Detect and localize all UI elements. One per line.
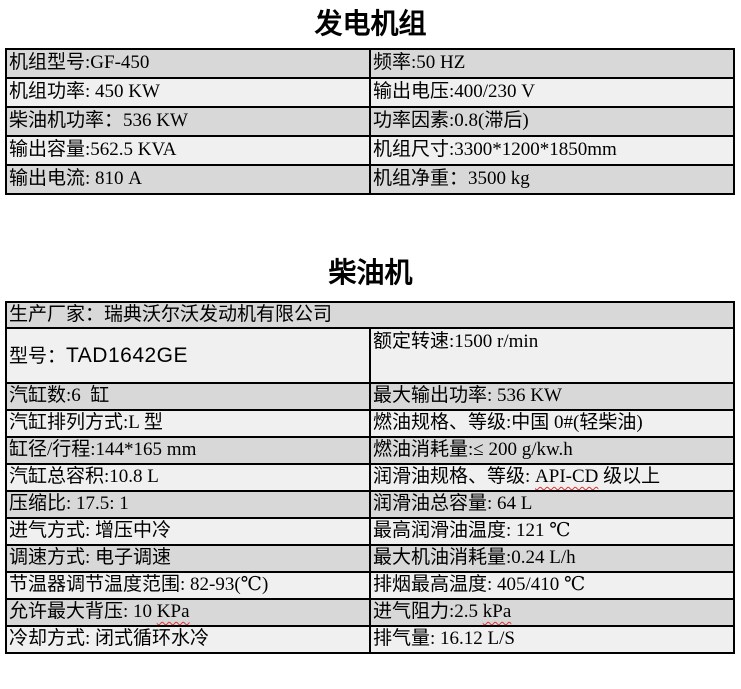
- spec-cell-left: 允许最大背压: 10 KPa: [5, 598, 371, 627]
- spec-row: 冷却方式: 闭式循环水冷 排气量: 16.12 L/S: [5, 625, 735, 654]
- spec-cell-right: 最大机油消耗量:0.24 L/h: [369, 544, 735, 573]
- spec-row: 汽缸总容积:10.8 L 润滑油规格、等级: API-CD 级以上: [5, 463, 735, 492]
- rated-speed-cell: 额定转速:1500 r/min: [369, 327, 735, 384]
- spec-cell-right: 进气阻力:2.5 kPa: [369, 598, 735, 627]
- generator-section-title: 发电机组: [314, 9, 427, 40]
- spec-row: 机组功率: 450 KW 输出电压:400/230 V: [5, 77, 735, 108]
- manufacturer-cell: 生产厂家：瑞典沃尔沃发动机有限公司: [5, 301, 735, 329]
- spec-cell-right: 润滑油规格、等级: API-CD 级以上: [369, 463, 735, 492]
- spec-row: 进气方式: 增压中冷 最高润滑油温度: 121 ℃: [5, 517, 735, 546]
- spec-text: 润滑油规格、等级:: [373, 466, 536, 488]
- spec-row: 柴油机功率：536 KW 功率因素:0.8(滞后): [5, 106, 735, 137]
- spec-cell-right: 燃油规格、等级:中国 0#(轻柴油): [369, 409, 735, 438]
- spec-row: 允许最大背压: 10 KPa 进气阻力:2.5 kPa: [5, 598, 735, 627]
- spec-row: 汽缸排列方式:L 型 燃油规格、等级:中国 0#(轻柴油): [5, 409, 735, 438]
- spec-cell-left: 输出容量:562.5 KVA: [5, 135, 371, 166]
- spellcheck-word: KPa: [156, 601, 190, 623]
- spec-row: 型号：TAD1642GE 额定转速:1500 r/min: [5, 327, 735, 384]
- document: 发电机组 机组型号:GF-450 频率:50 HZ 机组功率: 450 KW 输…: [0, 6, 741, 654]
- spec-cell-left: 缸径/行程:144*165 mm: [5, 436, 371, 465]
- spec-cell-right: 燃油消耗量:≤ 200 g/kw.h: [369, 436, 735, 465]
- spec-cell-right: 机组净重：3500 kg: [369, 164, 735, 195]
- spec-cell-right: 排气量: 16.12 L/S: [369, 625, 735, 654]
- spec-cell-left: 冷却方式: 闭式循环水冷: [5, 625, 371, 654]
- spec-cell-left: 柴油机功率：536 KW: [5, 106, 371, 137]
- spec-cell-left: 进气方式: 增压中冷: [5, 517, 371, 546]
- spec-cell-right: 频率:50 HZ: [369, 48, 735, 79]
- spec-row: 汽缸数:6 缸 最大输出功率: 536 KW: [5, 382, 735, 411]
- spec-row: 输出容量:562.5 KVA 机组尺寸:3300*1200*1850mm: [5, 135, 735, 166]
- engine-spec-table: 生产厂家：瑞典沃尔沃发动机有限公司 型号：TAD1642GE 额定转速:1500…: [5, 301, 735, 654]
- spec-cell-left: 机组功率: 450 KW: [5, 77, 371, 108]
- spec-text: 进气阻力:2.5: [373, 601, 483, 623]
- spec-cell-right: 最高润滑油温度: 121 ℃: [369, 517, 735, 546]
- engine-section-title: 柴油机: [328, 258, 413, 289]
- spec-cell-right: 机组尺寸:3300*1200*1850mm: [369, 135, 735, 166]
- spec-text: 级以上: [598, 466, 661, 488]
- spellcheck-word: API-CD: [535, 466, 599, 488]
- spec-cell-right: 功率因素:0.8(滞后): [369, 106, 735, 137]
- model-cell: 型号：TAD1642GE: [5, 327, 371, 384]
- model-number: TAD1642GE: [66, 343, 189, 367]
- spec-row: 调速方式: 电子调速 最大机油消耗量:0.24 L/h: [5, 544, 735, 573]
- spec-cell-left: 节温器调节温度范围: 82-93(℃): [5, 571, 371, 600]
- model-label: 型号：: [9, 345, 67, 367]
- spec-cell-right: 排烟最高温度: 405/410 ℃: [369, 571, 735, 600]
- spec-cell-left: 汽缸总容积:10.8 L: [5, 463, 371, 492]
- spec-cell-left: 压缩比: 17.5: 1: [5, 490, 371, 519]
- spec-cell-left: 输出电流: 810 A: [5, 164, 371, 195]
- spec-row: 输出电流: 810 A 机组净重：3500 kg: [5, 164, 735, 195]
- spec-cell-left: 汽缸数:6 缸: [5, 382, 371, 411]
- spec-cell-left: 机组型号:GF-450: [5, 48, 371, 79]
- spec-row: 缸径/行程:144*165 mm 燃油消耗量:≤ 200 g/kw.h: [5, 436, 735, 465]
- generator-spec-table: 机组型号:GF-450 频率:50 HZ 机组功率: 450 KW 输出电压:4…: [5, 48, 735, 195]
- spellcheck-word: kPa: [482, 601, 512, 623]
- spec-row: 压缩比: 17.5: 1 润滑油总容量: 64 L: [5, 490, 735, 519]
- spec-row: 节温器调节温度范围: 82-93(℃) 排烟最高温度: 405/410 ℃: [5, 571, 735, 600]
- spec-cell-left: 调速方式: 电子调速: [5, 544, 371, 573]
- spec-cell-right: 最大输出功率: 536 KW: [369, 382, 735, 411]
- spec-text: 允许最大背压: 10: [9, 601, 157, 623]
- spec-row: 机组型号:GF-450 频率:50 HZ: [5, 48, 735, 79]
- spec-row: 生产厂家：瑞典沃尔沃发动机有限公司: [5, 301, 735, 329]
- spec-cell-left: 汽缸排列方式:L 型: [5, 409, 371, 438]
- spec-cell-right: 润滑油总容量: 64 L: [369, 490, 735, 519]
- spec-cell-right: 输出电压:400/230 V: [369, 77, 735, 108]
